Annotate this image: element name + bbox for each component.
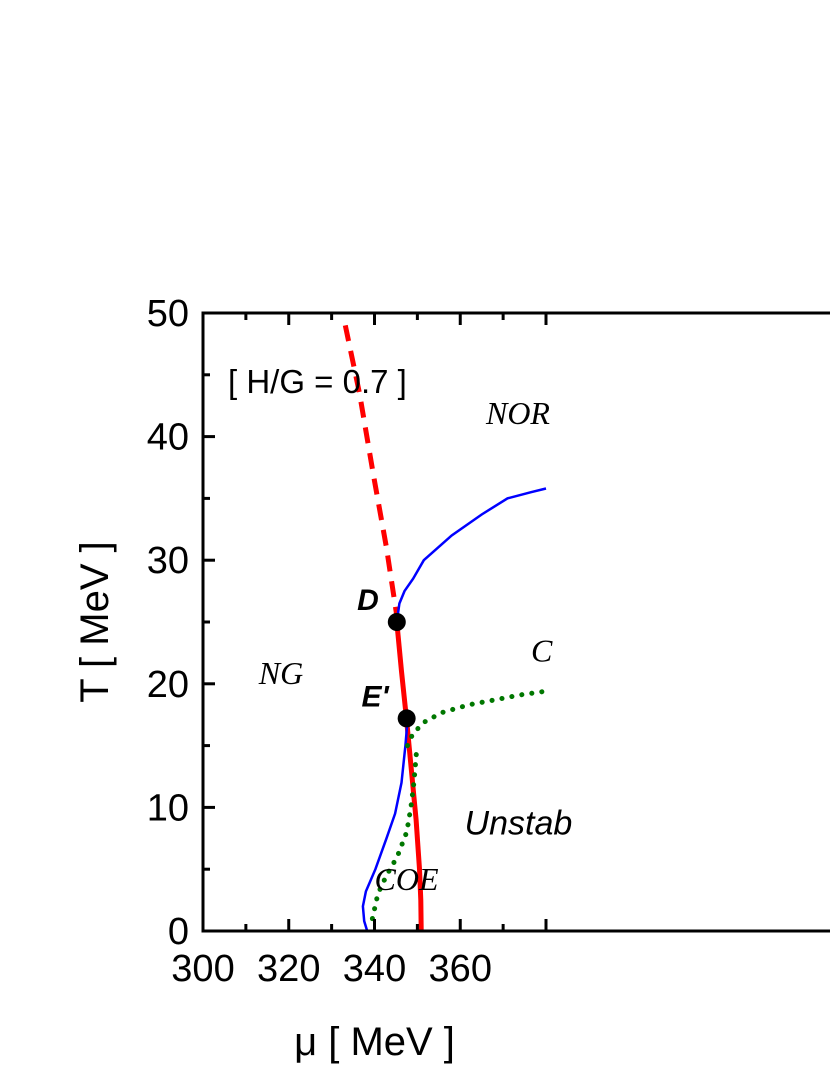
x-tick-label: 340 <box>343 948 406 990</box>
series-line-blue-solid-3 <box>361 720 409 932</box>
region-label-unstab: Unstab <box>465 805 573 843</box>
x-axis-label: μ [ MeV ] <box>294 1020 455 1064</box>
x-tick-label: 320 <box>257 948 320 990</box>
region-label-c: C <box>531 633 553 669</box>
parameter-label: [ H/G = 0.7 ] <box>228 363 407 400</box>
y-tick-label: 30 <box>147 540 189 582</box>
region-label-nor: NOR <box>485 395 550 431</box>
series-line-green-dotted-4 <box>369 749 419 922</box>
y-tick-label: 50 <box>147 293 189 335</box>
region-label-coe: COE <box>375 861 439 897</box>
series-line-blue-solid-2 <box>395 487 547 623</box>
region-label-ng: NG <box>258 655 303 691</box>
tick-labels: 300 320 340 360 0 10 20 30 40 50 <box>147 293 492 990</box>
critical-point-1 <box>397 709 416 728</box>
series-layer <box>342 324 549 932</box>
series-line-red-dashed-0 <box>342 324 400 617</box>
x-tick-label: 300 <box>171 948 234 990</box>
y-axis-label: T [ MeV ] <box>73 541 117 703</box>
y-tick-label: 20 <box>147 664 189 706</box>
y-tick-label: 10 <box>147 787 189 829</box>
region-labels: NOR NG COE Unstab C <box>258 395 573 897</box>
y-tick-label: 40 <box>147 417 189 459</box>
ticks-layer <box>201 311 548 933</box>
critical-point-label-1: E' <box>362 680 390 713</box>
critical-point-0 <box>387 613 406 631</box>
y-tick-label: 0 <box>168 911 189 953</box>
x-tick-label: 360 <box>429 948 492 990</box>
series-line-green-dotted-5 <box>405 688 549 749</box>
points-layer: D E' <box>357 584 416 728</box>
critical-point-label-0: D <box>357 584 379 617</box>
